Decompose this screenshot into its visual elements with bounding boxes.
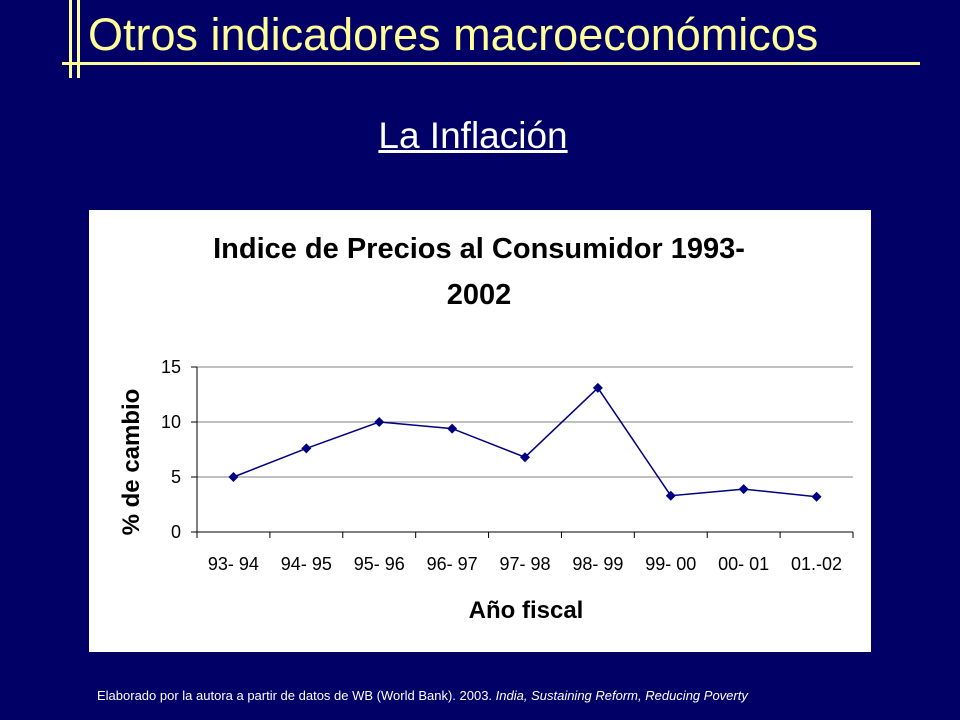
chart-title-line-2: 2002 <box>447 279 512 311</box>
series-layer <box>228 382 822 502</box>
source-title: India, Sustaining Reform, Reducing Pover… <box>495 688 748 703</box>
y-axis-title: % de cambio <box>118 389 145 536</box>
slide-subtitle: La Inflación <box>378 115 568 156</box>
x-axis-title: Año fiscal <box>469 597 584 624</box>
x-tick-label: 00- 01 <box>718 554 769 574</box>
data-point-99-00 <box>665 490 676 501</box>
axis-layer: 0 5 10 15 93- 94 94- 95 95- 96 96- 97 97- 98 98- … <box>161 357 854 574</box>
data-point-97-98 <box>520 452 530 463</box>
y-tick-label: 15 <box>161 357 181 377</box>
chart-area: Indice de Precios al Consumidor 1993- 20… <box>89 210 871 652</box>
x-tick-label: 97- 98 <box>499 554 550 574</box>
grid-layer <box>197 366 853 478</box>
source-note: Elaborado por la autora a partir de dato… <box>97 688 857 704</box>
data-point-00-01 <box>738 484 749 495</box>
title-accent-line-1 <box>69 0 72 78</box>
x-tick-label: 93- 94 <box>208 554 259 574</box>
x-tick-label: 95- 96 <box>354 554 405 574</box>
slide-title: Otros indicadores macroeconómicos <box>88 9 819 60</box>
series-line <box>233 386 817 498</box>
y-tick-label: 0 <box>171 522 181 542</box>
title-accent-line-2 <box>77 0 80 78</box>
line-chart: Indice de Precios al Consumidor 1993- 20… <box>118 233 854 624</box>
y-tick-label: 5 <box>171 467 181 487</box>
chart-title-line-1: Indice de Precios al Consumidor 1993- <box>213 233 745 265</box>
x-tick-label: 99- 00 <box>645 554 696 574</box>
source-text: Elaborado por la autora a partir de dato… <box>97 688 496 703</box>
title-underline <box>62 62 920 65</box>
x-tick-label: 96- 97 <box>427 554 478 574</box>
y-tick-label: 10 <box>161 412 181 432</box>
x-tick-label: 98- 99 <box>572 554 623 574</box>
data-point-98-99 <box>592 382 603 393</box>
x-tick-label: 01.-02 <box>791 554 842 574</box>
data-point-01-02 <box>811 491 822 502</box>
data-point-93-94 <box>228 472 239 482</box>
data-point-95-96 <box>374 417 385 427</box>
data-point-94-95 <box>301 443 312 454</box>
x-tick-label: 94- 95 <box>281 554 332 574</box>
data-point-96-97 <box>447 423 458 434</box>
